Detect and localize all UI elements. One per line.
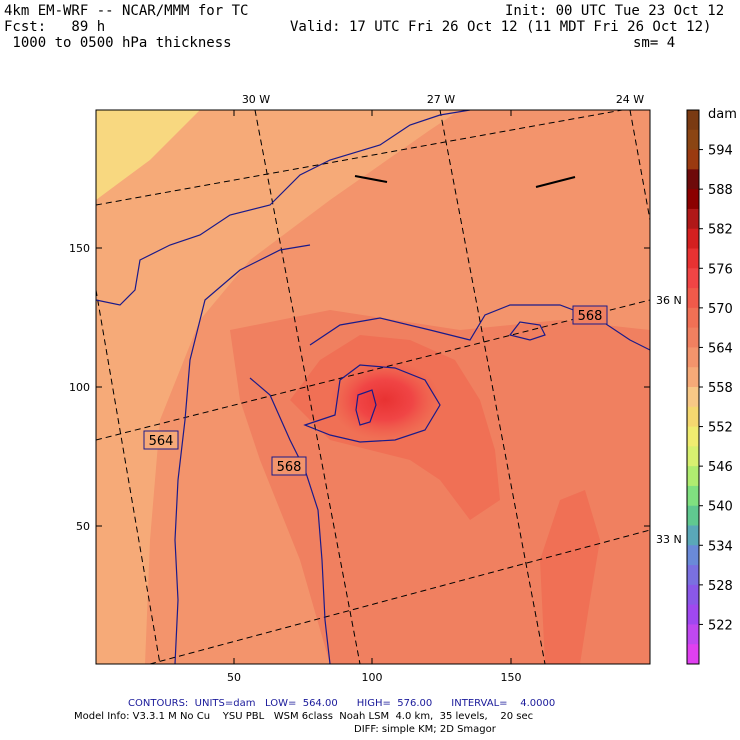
contour-576 — [355, 389, 377, 426]
colorbar-label: 582 — [708, 223, 733, 238]
model-title: 4km EM-WRF -- NCAR/MMM for TC — [4, 3, 249, 19]
field-name: 1000 to 0500 hPa thickness — [4, 35, 232, 51]
parallel-39n — [96, 110, 626, 206]
colorbar-label: 594 — [708, 144, 733, 159]
colorbar-swatch — [687, 604, 699, 625]
colorbar-swatch — [687, 624, 699, 645]
lon-label-27w: 27 W — [427, 93, 455, 106]
contour-568-west — [249, 377, 331, 664]
contour-572 — [303, 364, 441, 443]
init-time: Init: 00 UTC Tue 23 Oct 12 — [505, 3, 725, 19]
colorbar-label: 522 — [708, 618, 733, 633]
colorbar-swatch — [687, 169, 699, 190]
colorbar-swatch — [687, 505, 699, 526]
colorbar-swatch — [687, 565, 699, 586]
field-564-zone — [96, 110, 460, 664]
valid-time: Valid: 17 UTC Fri 26 Oct 12 (11 MDT Fri … — [290, 19, 712, 35]
model-info: Model Info: V3.3.1 M No Cu YSU PBL WSM 6… — [74, 711, 534, 722]
colorbar-swatch — [687, 327, 699, 348]
colorbar-label: 558 — [708, 381, 733, 396]
colorbar-swatch — [687, 129, 699, 151]
colorbar-swatch — [687, 268, 699, 289]
colorbar-label: 534 — [708, 539, 733, 554]
contour-564 — [96, 110, 471, 306]
axis-ticks — [96, 110, 650, 664]
contours — [96, 110, 650, 664]
colorbar-swatch — [687, 347, 699, 368]
contour-info: CONTOURS: UNITS=dam LOW= 564.00 HIGH= 57… — [128, 698, 556, 709]
x-tick-150: 150 — [501, 671, 522, 684]
y-tick-100: 100 — [69, 381, 90, 394]
y-tick-150: 150 — [69, 242, 90, 255]
svg-text:568: 568 — [578, 309, 603, 324]
wind-barb-north — [354, 175, 388, 183]
colorbar-swatch — [687, 387, 699, 408]
forecast-hour: Fcst: 89 h — [4, 19, 106, 35]
colorbar-swatch — [687, 110, 699, 131]
wind-barb-northeast — [535, 176, 576, 188]
smoothing-label: sm= 4 — [633, 35, 676, 51]
colorbar-swatch — [687, 446, 699, 467]
colorbar-swatch — [687, 426, 699, 447]
colorbar-unit: dam — [708, 107, 737, 122]
meridian-west — [96, 289, 161, 664]
contour-568-outer — [174, 244, 311, 664]
colorbar-swatch — [687, 644, 699, 665]
colorbar-swatch — [687, 307, 699, 329]
colorbar-swatch — [687, 248, 699, 269]
colorbar-swatch — [687, 208, 699, 230]
colorbar-swatch — [687, 228, 699, 249]
colorbar-swatch — [687, 545, 699, 566]
graticule — [96, 110, 650, 664]
field-558-core — [96, 110, 200, 200]
field-570-tongue — [540, 490, 600, 664]
svg-text:568: 568 — [277, 460, 302, 475]
contour-568-small — [508, 321, 546, 341]
contour-label-568-west: 568 — [271, 456, 307, 476]
colorbar-label: 552 — [708, 421, 733, 436]
colorbar: 594 588 582 576 570 564 558 552 546 540 534 528 522 — [686, 109, 733, 665]
colorbar-swatch — [687, 525, 699, 546]
contour-label-568-east: 568 — [572, 305, 608, 325]
colorbar-swatch — [687, 406, 699, 428]
shaded-field — [96, 110, 650, 664]
meridian-27w — [439, 110, 546, 664]
colorbar-label: 540 — [708, 500, 733, 515]
y-tick-50: 50 — [76, 520, 90, 533]
lon-label-24w: 24 W — [616, 93, 644, 106]
colorbar-swatch — [687, 288, 699, 309]
parallel-33n — [149, 529, 650, 664]
parallel-36n — [96, 299, 650, 441]
contour-568-east — [309, 304, 650, 351]
colorbar-swatch — [687, 367, 699, 388]
colorbar-label: 546 — [708, 460, 733, 475]
colorbar-swatch — [687, 189, 699, 210]
colorbar-swatch — [687, 584, 699, 606]
colorbar-label: 588 — [708, 183, 733, 198]
colorbar-swatch — [687, 466, 699, 487]
x-tick-100: 100 — [362, 671, 383, 684]
colorbar-label: 570 — [708, 302, 733, 317]
meridian-24w — [629, 110, 650, 221]
colorbar-label: 576 — [708, 262, 733, 277]
colorbar-label: 528 — [708, 579, 733, 594]
colorbar-swatch — [687, 485, 699, 507]
x-tick-50: 50 — [227, 671, 241, 684]
svg-text:564: 564 — [149, 434, 174, 449]
colorbar-swatch — [687, 149, 699, 170]
colorbar-label: 564 — [708, 341, 733, 356]
lon-label-30w: 30 W — [242, 93, 270, 106]
lat-label-36n: 36 N — [656, 294, 682, 307]
diffusion-info: DIFF: simple KM; 2D Smagor — [354, 724, 496, 735]
field-576-core — [330, 360, 440, 440]
lat-label-33n: 33 N — [656, 533, 682, 546]
contour-label-564: 564 — [143, 430, 179, 450]
